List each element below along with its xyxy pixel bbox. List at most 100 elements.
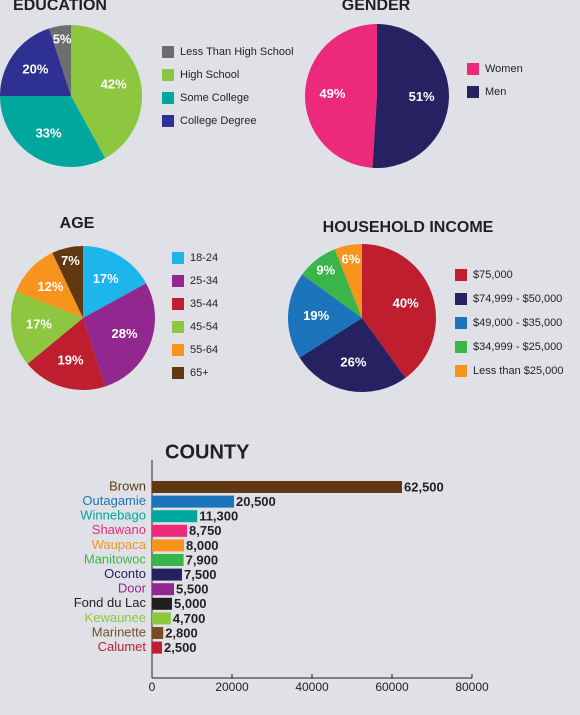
legend-label: Less than $25,000 (473, 365, 564, 377)
value-label: 2,500 (164, 640, 197, 655)
value-label: 7,900 (186, 552, 219, 567)
pie-slice (362, 244, 436, 378)
bar (152, 568, 182, 581)
legend-label: Some College (180, 92, 249, 104)
category-label: Winnebago (80, 508, 146, 523)
x-tick-label: 0 (149, 680, 156, 694)
category-label: Door (118, 581, 147, 596)
bar (152, 554, 184, 566)
category-label: Oconto (104, 566, 146, 581)
slice-label: 17% (26, 316, 52, 331)
legend-swatch (162, 92, 174, 104)
category-label: Marinette (92, 624, 146, 639)
legend-label: 35-44 (190, 298, 218, 310)
legend-label: Less Than High School (180, 46, 294, 58)
legend-label: $49,000 - $35,000 (473, 317, 562, 329)
legend-swatch (162, 69, 174, 81)
chart-title: COUNTY (165, 441, 250, 463)
category-label: Manitowoc (84, 551, 147, 566)
legend-swatch (162, 115, 174, 127)
chart-title: EDUCATION (13, 0, 107, 14)
legend-label: $74,999 - $50,000 (473, 293, 562, 305)
slice-label: 33% (36, 125, 62, 140)
pie-slice (0, 96, 106, 168)
pie-slice (49, 25, 71, 96)
slice-label: 26% (340, 355, 366, 370)
pie-slice (16, 252, 84, 318)
chart-title: HOUSEHOLD INCOME (323, 219, 494, 236)
pie-slice (27, 318, 106, 391)
x-tick-label: 20000 (215, 680, 249, 694)
legend-label: $75,000 (473, 269, 513, 281)
legend-swatch (455, 365, 467, 377)
value-label: 2,800 (165, 625, 198, 640)
pie-slice (299, 318, 406, 392)
category-label: Brown (109, 478, 146, 493)
legend-swatch (467, 63, 479, 75)
bar (152, 612, 171, 625)
pie-slice (83, 246, 147, 318)
pie-slice (305, 24, 377, 168)
category-label: Calumet (98, 639, 147, 654)
category-label: Kewaunee (85, 610, 146, 625)
legend-label: College Degree (180, 115, 256, 127)
legend-label: 55-64 (190, 344, 218, 356)
legend-swatch (172, 275, 184, 287)
slice-label: 9% (316, 263, 335, 278)
bar (152, 539, 184, 552)
bar (152, 481, 402, 493)
value-label: 5,000 (174, 596, 207, 611)
legend-label: 18-24 (190, 252, 218, 264)
slice-label: 6% (342, 251, 361, 266)
value-label: 62,500 (404, 479, 444, 494)
slice-label: 51% (409, 89, 435, 104)
legend-label: High School (180, 69, 239, 81)
value-label: 5,500 (176, 582, 209, 597)
chart-title: GENDER (342, 0, 411, 14)
legend-label: Men (485, 86, 506, 98)
pie-slice (0, 28, 71, 96)
value-label: 11,300 (199, 509, 238, 524)
bar (152, 510, 198, 523)
legend-swatch (172, 298, 184, 310)
pie-slice (83, 283, 156, 387)
pie-slice (52, 246, 83, 318)
x-tick-label: 40000 (295, 680, 329, 694)
category-label: Waupaca (92, 537, 147, 552)
legend-label: $34,999 - $25,000 (473, 341, 562, 353)
legend-swatch (455, 293, 467, 305)
legend-swatch (172, 367, 184, 379)
pie-slice (71, 25, 142, 159)
legend-swatch (172, 321, 184, 333)
legend-label: Women (485, 63, 523, 75)
legend-label: 65+ (190, 367, 209, 379)
legend-swatch (162, 46, 174, 58)
legend-swatch (172, 344, 184, 356)
value-label: 8,750 (189, 523, 222, 538)
slice-label: 7% (61, 253, 80, 268)
slice-label: 49% (319, 86, 345, 101)
pie-slice (334, 244, 362, 318)
value-label: 4,700 (173, 611, 206, 626)
legend-label: 25-34 (190, 275, 218, 287)
value-label: 8,000 (186, 538, 219, 553)
pie-slice (372, 23, 450, 168)
pie-slice (10, 291, 84, 364)
category-label: Fond du Lac (74, 595, 147, 610)
legend-swatch (455, 269, 467, 281)
legend-swatch (455, 317, 467, 329)
legend-swatch (455, 341, 467, 353)
bar (152, 524, 187, 537)
value-label: 20,500 (236, 494, 276, 509)
slice-label: 19% (303, 308, 329, 323)
legend-swatch (467, 86, 479, 98)
slice-label: 28% (111, 326, 137, 341)
legend-swatch (172, 252, 184, 264)
slice-label: 5% (53, 31, 72, 46)
bar (152, 495, 234, 508)
slice-label: 17% (93, 271, 119, 286)
slice-label: 40% (393, 295, 419, 310)
pie-slice (288, 274, 362, 358)
